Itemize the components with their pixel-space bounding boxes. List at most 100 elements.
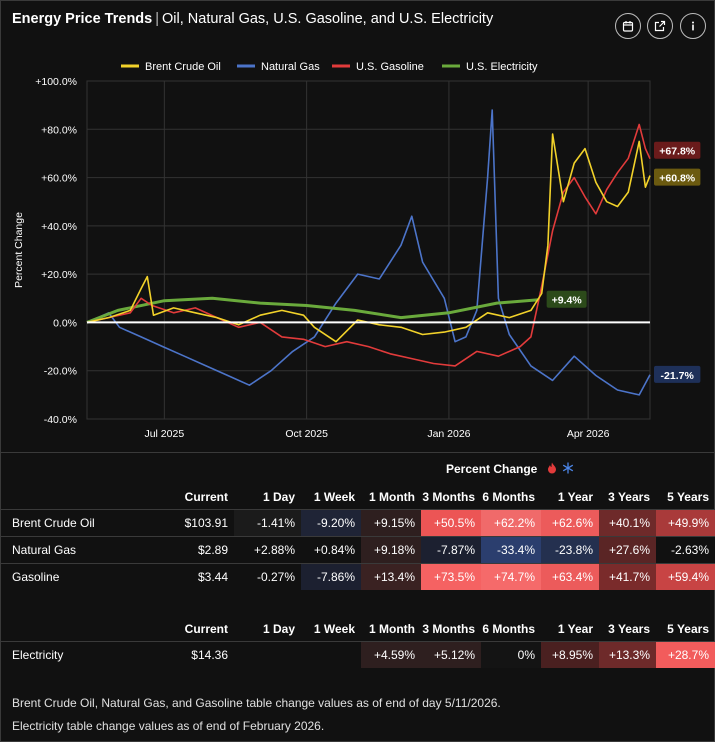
x-tick-label: Jul 2025: [144, 428, 184, 440]
change-cell: [301, 641, 361, 668]
change-cell: +2.88%: [234, 536, 301, 564]
legend-label-natural-gas: Natural Gas: [261, 61, 320, 73]
change-cell: +0.84%: [301, 536, 361, 564]
percent-change-header: Percent Change: [446, 462, 574, 476]
y-tick-label: +40.0%: [41, 221, 77, 233]
footnote-fuels: Brent Crude Oil, Natural Gas, and Gasoli…: [12, 696, 501, 710]
end-label-box: [654, 365, 701, 383]
current-price: $103.91: [130, 509, 234, 537]
series-line-brent-crude-oil: [86, 133, 651, 343]
percent-change-title: Percent Change: [446, 462, 538, 476]
table-header-row: Current 1 Day 1 Week 1 Month 3 Months 6 Month…: [0, 617, 715, 642]
chart-title: Energy Price Trends: [12, 11, 153, 27]
column-header-3-years: 3 Years: [608, 490, 650, 504]
title-separator: |: [155, 11, 160, 27]
energy-price-chart: +100.0% +80.0% +60.0% +40.0% +20.0% 0.0% -20.0…: [13, 61, 701, 440]
change-cell: -1.41%: [234, 509, 301, 537]
end-label-u-s-electricity: +9.4%: [552, 295, 583, 307]
x-tick-label: Jan 2026: [427, 428, 470, 440]
change-cell: +13.4%: [361, 563, 421, 590]
column-header-current: Current: [184, 622, 228, 636]
series-line-natural-gas: [86, 109, 651, 396]
row-label: Electricity: [0, 641, 130, 668]
current-price: $3.44: [130, 563, 234, 590]
change-cell: +62.2%: [481, 509, 541, 537]
y-tick-label: +20.0%: [41, 269, 77, 281]
change-cell: +27.6%: [599, 536, 656, 564]
series-line-u-s-gasoline: [86, 123, 651, 367]
current-price: $14.36: [130, 641, 234, 668]
chart-subtitle: Oil, Natural Gas, U.S. Gasoline, and U.S…: [162, 11, 494, 27]
change-cell: -9.20%: [301, 509, 361, 537]
calendar-icon: [622, 21, 634, 32]
change-cell: -0.27%: [234, 563, 301, 590]
column-header-1-day: 1 Day: [262, 622, 295, 636]
y-tick-label: +80.0%: [41, 124, 77, 136]
calendar-button[interactable]: [615, 13, 641, 39]
y-tick-label: 0.0%: [53, 317, 77, 329]
change-cell: -2.63%: [656, 536, 715, 564]
column-header-1-month: 1 Month: [369, 490, 415, 504]
column-header-6-months: 6 Months: [482, 622, 535, 636]
section-divider: [0, 452, 715, 453]
footnote-electricity: Electricity table change values as of en…: [12, 719, 325, 733]
column-header-1-week: 1 Week: [313, 490, 355, 504]
table-row: Natural Gas $2.89 +2.88% +0.84% +9.18% -7.87%…: [0, 536, 715, 564]
end-label-natural-gas: -21.7%: [661, 370, 695, 382]
change-cell: 0%: [481, 641, 541, 668]
change-cell: +9.15%: [361, 509, 421, 537]
change-cell: +40.1%: [599, 509, 656, 537]
end-label-brent-crude-oil: +60.8%: [659, 173, 696, 185]
external-link-icon: [654, 20, 666, 32]
end-label-box: [654, 141, 701, 159]
info-button[interactable]: [680, 13, 706, 39]
change-cell: [234, 641, 301, 668]
column-header-5-years: 5 Years: [667, 490, 709, 504]
change-cell: +49.9%: [656, 509, 715, 537]
y-tick-label: +60.0%: [41, 173, 77, 185]
change-cell: -7.86%: [301, 563, 361, 590]
change-cell: +50.5%: [421, 509, 481, 537]
change-cell: -33.4%: [481, 536, 541, 564]
table-header-row: Current 1 Day 1 Week 1 Month 3 Months 6 Month…: [0, 485, 715, 510]
column-header-3-years: 3 Years: [608, 622, 650, 636]
legend-label-u-s-electricity: U.S. Electricity: [466, 61, 538, 73]
column-header-3-months: 3 Months: [422, 490, 475, 504]
column-header-1-week: 1 Week: [313, 622, 355, 636]
header-blank: [0, 485, 130, 510]
column-header-1-year: 1 Year: [557, 490, 593, 504]
legend-label-brent-crude-oil: Brent Crude Oil: [145, 61, 221, 73]
change-cell: +41.7%: [599, 563, 656, 590]
change-cell: +73.5%: [421, 563, 481, 590]
end-label-box: [546, 290, 587, 308]
table-row: Brent Crude Oil $103.91 -1.41% -9.20% +9.15%…: [0, 509, 715, 537]
header-blank: [0, 617, 130, 642]
table-row: Electricity $14.36 +4.59% +5.12% 0% +8.95% +13…: [0, 641, 715, 668]
y-tick-label: -40.0%: [44, 414, 77, 426]
change-cell: -23.8%: [541, 536, 599, 564]
change-cell: +13.3%: [599, 641, 656, 668]
change-cell: +63.4%: [541, 563, 599, 590]
change-cell: +8.95%: [541, 641, 599, 668]
open-external-button[interactable]: [647, 13, 673, 39]
change-cell: -7.87%: [421, 536, 481, 564]
end-label-u-s-gasoline: +67.8%: [659, 146, 696, 158]
snowflake-icon: [562, 462, 574, 474]
chart-header: Energy Price Trends | Oil, Natural Gas, U.…: [12, 11, 493, 27]
percent-change-table-electricity: Current 1 Day 1 Week 1 Month 3 Months 6 Month…: [0, 617, 715, 668]
column-header-current: Current: [184, 490, 228, 504]
current-price: $2.89: [130, 536, 234, 564]
end-label-box: [654, 168, 701, 186]
change-cell: +9.18%: [361, 536, 421, 564]
series-line-u-s-electricity: [86, 296, 539, 324]
column-header-1-day: 1 Day: [262, 490, 295, 504]
plot-area: [86, 80, 651, 420]
change-cell: +4.59%: [361, 641, 421, 668]
change-cell: +28.7%: [656, 641, 715, 668]
legend-label-u-s-gasoline: U.S. Gasoline: [356, 61, 424, 73]
percent-change-table-fuels: Current 1 Day 1 Week 1 Month 3 Months 6 Month…: [0, 485, 715, 590]
column-header-6-months: 6 Months: [482, 490, 535, 504]
x-tick-label: Apr 2026: [567, 428, 610, 440]
column-header-1-month: 1 Month: [369, 622, 415, 636]
y-axis-title: Percent Change: [13, 212, 25, 288]
